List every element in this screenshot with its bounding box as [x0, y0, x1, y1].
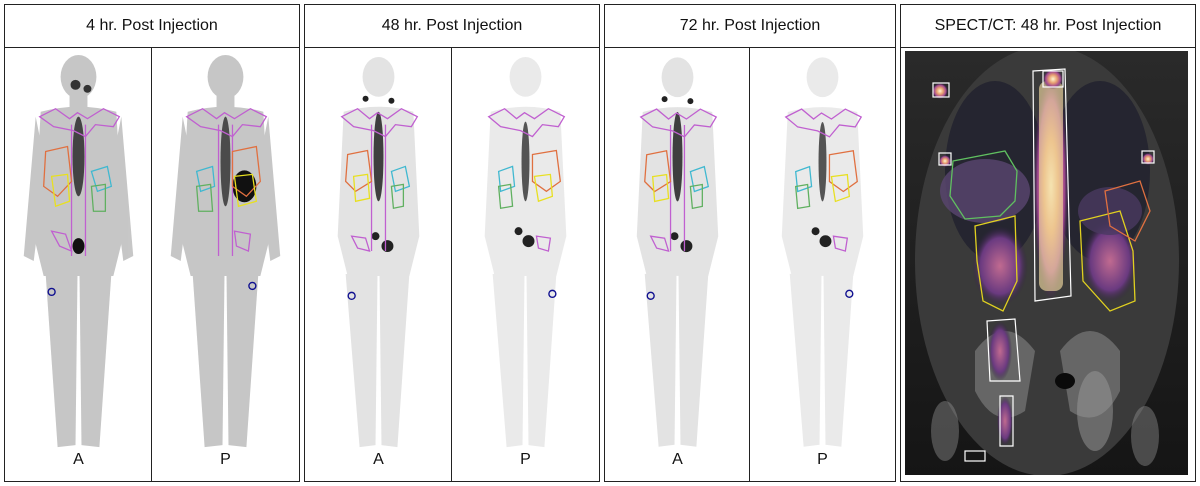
panel-title: SPECT/CT: 48 hr. Post Injection — [901, 5, 1195, 48]
posterior-view: P — [749, 47, 895, 481]
panel-title: 48 hr. Post Injection — [305, 5, 599, 48]
anterior-view: A — [605, 47, 750, 481]
anterior-view: A — [305, 47, 452, 481]
view-label: P — [220, 451, 231, 468]
spect-ct-image — [905, 51, 1188, 475]
anterior-view: A — [5, 47, 152, 481]
panel-4hr: 4 hr. Post Injection A P — [4, 4, 300, 482]
view-label: P — [520, 451, 531, 468]
scan-image — [305, 47, 452, 481]
panel-72hr: 72 hr. Post Injection A P — [604, 4, 896, 482]
panel-spect-ct: SPECT/CT: 48 hr. Post Injection — [900, 4, 1196, 482]
posterior-view: P — [451, 47, 599, 481]
view-label: A — [73, 451, 84, 468]
scan-image — [605, 47, 750, 481]
scan-image — [152, 47, 299, 481]
scan-image — [5, 47, 152, 481]
scan-image — [452, 47, 599, 481]
panel-48hr: 48 hr. Post Injection A P — [304, 4, 600, 482]
view-label: P — [817, 451, 828, 468]
view-label: A — [373, 451, 384, 468]
view-label: A — [672, 451, 683, 468]
panel-title: 4 hr. Post Injection — [5, 5, 299, 48]
posterior-view: P — [151, 47, 299, 481]
panel-title: 72 hr. Post Injection — [605, 5, 895, 48]
scan-image — [750, 47, 895, 481]
